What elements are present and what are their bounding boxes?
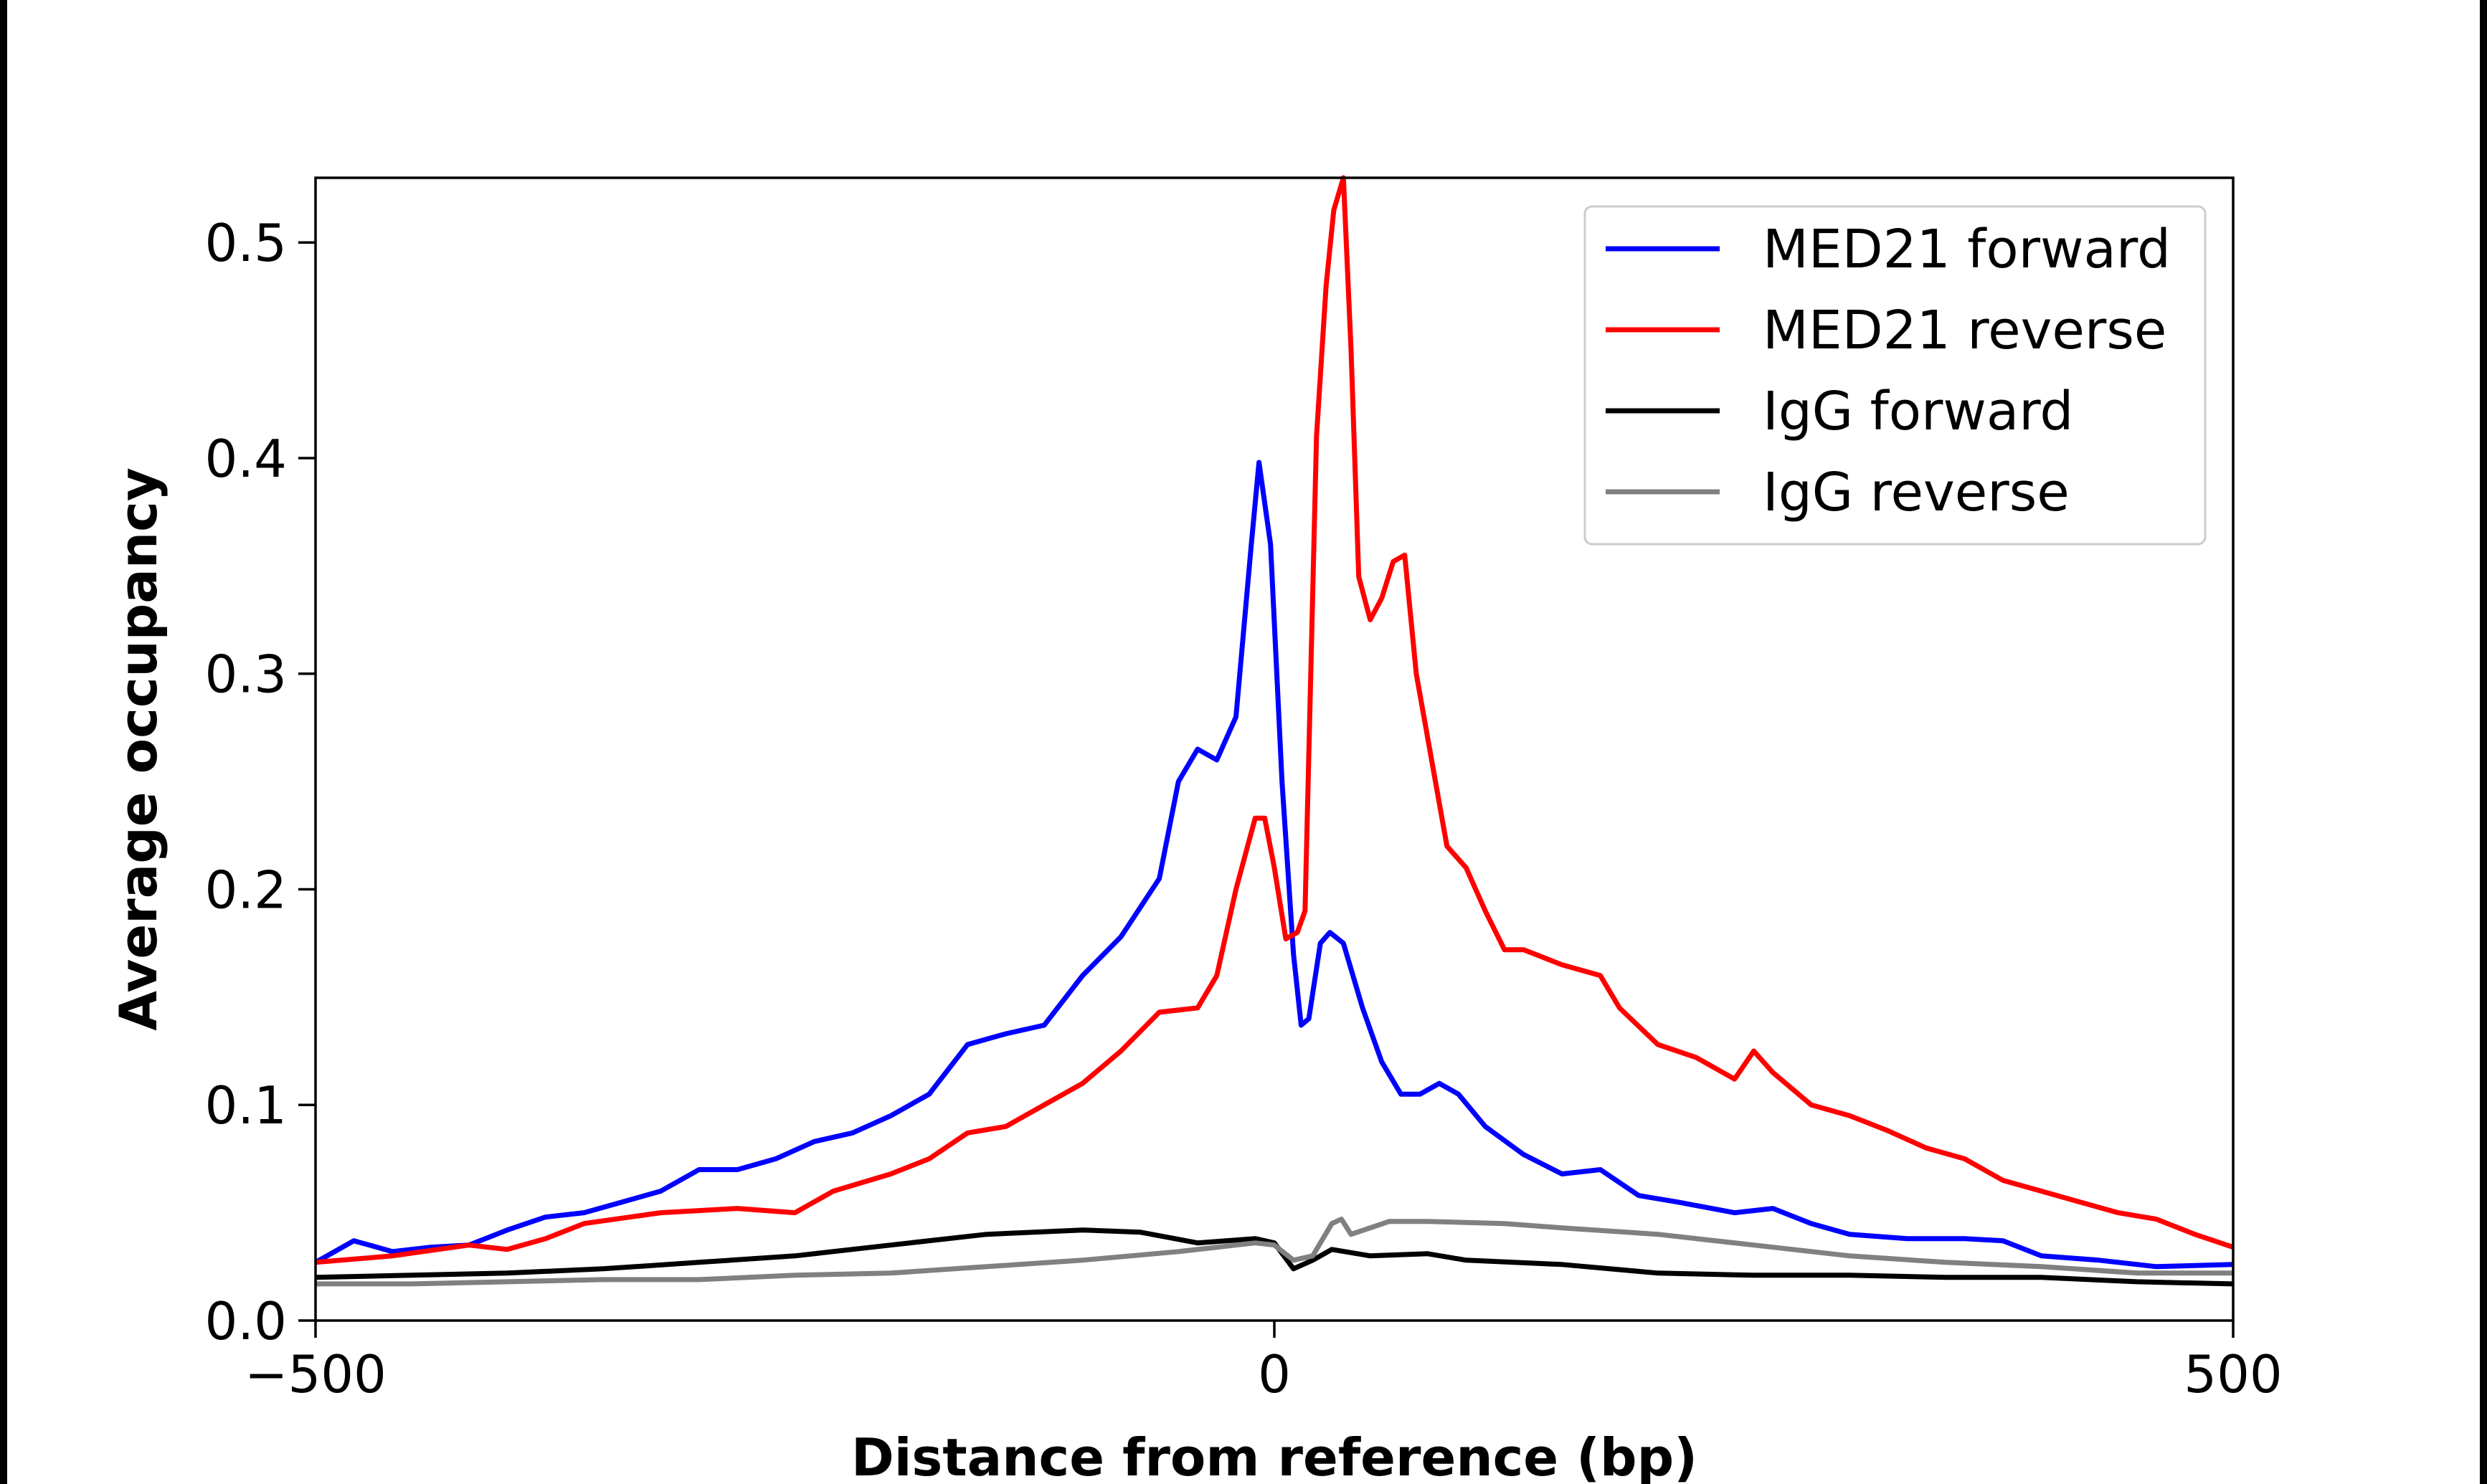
series-line-med21-reverse bbox=[315, 175, 2235, 1265]
legend-entry: MED21 forward bbox=[1606, 219, 2171, 280]
x-axis-label: Distance from reference (bp) bbox=[851, 1427, 1697, 1484]
legend: MED21 forward MED21 reverse IgG forward IgG… bbox=[1583, 205, 2207, 546]
legend-label: IgG forward bbox=[1763, 381, 2073, 442]
y-tick-label: 0.0 bbox=[204, 1291, 287, 1351]
y-tick-label: 0.5 bbox=[204, 213, 287, 273]
y-tick-label: 0.1 bbox=[204, 1075, 287, 1136]
legend-entry: IgG forward bbox=[1606, 381, 2073, 442]
legend-box bbox=[1583, 205, 2207, 546]
series-line-igg-forward bbox=[315, 1227, 2234, 1287]
legend-label: IgG reverse bbox=[1763, 462, 2070, 523]
ticks: −500 0 500 0.0 0.1 0.2 0.3 0.4 0.5 bbox=[204, 213, 2282, 1404]
y-tick-label: 0.2 bbox=[204, 860, 287, 920]
legend-entry: MED21 reverse bbox=[1606, 300, 2166, 361]
legend-label: MED21 reverse bbox=[1763, 300, 2166, 361]
series-line-igg-reverse bbox=[316, 1217, 2233, 1287]
right-border bbox=[2480, 0, 2487, 1484]
left-border bbox=[0, 0, 7, 1484]
series-lines bbox=[314, 175, 2235, 1287]
x-tick-label: 500 bbox=[2184, 1344, 2282, 1404]
y-axis-label: Average occupancy bbox=[108, 467, 169, 1031]
x-tick-label: 0 bbox=[1258, 1344, 1291, 1404]
series-line-med21-forward bbox=[314, 460, 2234, 1270]
y-tick-label: 0.3 bbox=[204, 645, 287, 705]
x-tick-label: −500 bbox=[245, 1344, 387, 1404]
y-tick-label: 0.4 bbox=[204, 429, 287, 489]
legend-entry: IgG reverse bbox=[1606, 462, 2070, 523]
legend-label: MED21 forward bbox=[1763, 219, 2171, 280]
